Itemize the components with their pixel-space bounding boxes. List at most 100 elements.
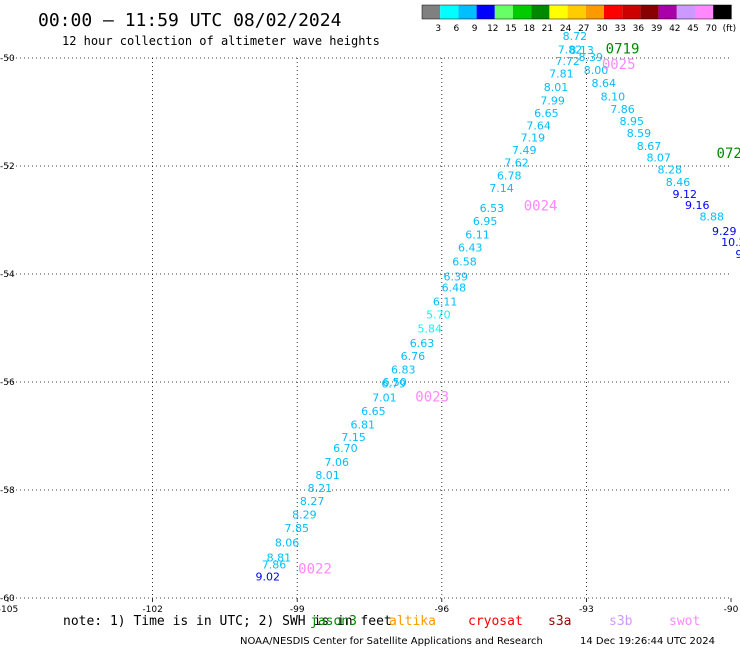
- y-tick-label: -60: [0, 594, 15, 604]
- colorbar-swatch: [676, 5, 695, 19]
- colorbar-label: 33: [614, 24, 625, 34]
- swh-value-label: 8.67: [637, 140, 662, 153]
- swh-points: 9.027.868.818.067.858.298.278.218.017.06…: [256, 30, 740, 584]
- x-tick-label: -99: [290, 605, 305, 615]
- swh-value-label: 8.27: [300, 495, 325, 508]
- satellite-cryosat: cryosat: [468, 614, 523, 629]
- pass-label: 0720: [717, 146, 740, 162]
- colorbar-label: 45: [687, 24, 698, 34]
- x-tick-label: -90: [724, 605, 739, 615]
- swh-value-label: 8.88: [699, 211, 724, 224]
- colorbar-swatch: [476, 5, 495, 19]
- satellite-legend: jason3 altika cryosat s3a s3b swot: [310, 614, 700, 629]
- colorbar-swatch: [549, 5, 568, 19]
- swh-value-label: 7.99: [540, 94, 565, 107]
- swh-value-label: 9.29: [712, 225, 737, 238]
- y-tick-label: -56: [0, 378, 15, 388]
- colorbar-swatch: [494, 5, 513, 19]
- swh-value-label: 6.63: [410, 337, 435, 350]
- colorbar-label: 27: [578, 24, 589, 34]
- colorbar-swatch: [604, 5, 623, 19]
- swh-value-label: 6.53: [480, 202, 505, 215]
- colorbar-legend: 3 6 9 12 15 18 21 24 27 30 33 36 39 42 45 70 (ft): [421, 4, 736, 34]
- swh-value-label: 6.58: [452, 255, 477, 268]
- colorbar-label: 21: [542, 24, 553, 34]
- colorbar-label: 39: [651, 24, 663, 34]
- x-tick-label: -96: [434, 605, 449, 615]
- swh-value-label: 6.11: [465, 228, 490, 241]
- chart-title: 00:00 – 11:59 UTC 08/02/2024: [38, 10, 341, 31]
- grid-lines: [8, 57, 731, 599]
- swh-value-label: 8.21: [308, 482, 333, 495]
- swh-value-label: 8.01: [315, 469, 340, 482]
- swh-value-label: 7.06: [324, 456, 349, 469]
- swh-value-label: 7.14: [489, 182, 514, 195]
- colorbar-swatch: [422, 5, 441, 19]
- colorbar-label: 18: [523, 24, 535, 34]
- swh-value-label: 6.65: [361, 405, 386, 418]
- colorbar-label: 3: [435, 24, 441, 34]
- swh-value-label: 8.07: [646, 152, 671, 165]
- colorbar-swatch: [713, 5, 732, 19]
- colorbar-swatch: [622, 5, 641, 19]
- colorbar-label: 6: [454, 24, 460, 34]
- swh-value-label: 6.81: [351, 418, 376, 431]
- swh-value-label: 7.19: [521, 132, 546, 145]
- footer-note: note: 1) Time is in UTC; 2) SWH is in fe…: [63, 614, 392, 629]
- swh-value-label: 10.2: [721, 236, 740, 249]
- credit-text: NOAA/NESDIS Center for Satellite Applica…: [240, 636, 543, 647]
- swh-value-label: 6.79: [381, 377, 406, 390]
- swh-value-label: 8.28: [658, 164, 683, 177]
- swh-value-label: 8.00: [584, 64, 609, 77]
- swh-value-label: 8.01: [544, 81, 569, 94]
- pass-label: 0022: [298, 562, 332, 578]
- satellite-jason3: jason3: [310, 614, 357, 629]
- colorbar-swatch: [658, 5, 677, 19]
- satellite-swot: swot: [669, 614, 700, 629]
- x-tick-label: -93: [579, 605, 594, 615]
- swh-value-label: 5.84: [418, 322, 443, 335]
- swh-value-label: 8.29: [292, 509, 317, 522]
- colorbar-swatch: [567, 5, 586, 19]
- swh-value-label: 7.49: [512, 144, 537, 157]
- swh-value-label: 8.13: [569, 44, 594, 57]
- swh-value-label: 6.70: [333, 442, 358, 455]
- colorbar-frame: [421, 4, 732, 20]
- swh-value-label: 9.12: [672, 188, 697, 201]
- y-tick-label: -54: [0, 270, 15, 280]
- swh-value-label: 6.78: [497, 170, 522, 183]
- swh-value-label: 8.81: [267, 551, 292, 564]
- colorbar-label: 15: [505, 24, 516, 34]
- satellite-s3b: s3b: [609, 614, 633, 629]
- swh-value-label: 9.02: [256, 571, 281, 584]
- swh-value-label: 8.95: [619, 115, 644, 128]
- colorbar-label: 12: [487, 24, 498, 34]
- satellite-altika: altika: [389, 614, 436, 629]
- swh-value-label: 8.64: [592, 77, 617, 90]
- swh-value-label: 8.72: [563, 30, 588, 43]
- colorbar-swatch: [640, 5, 659, 19]
- swh-value-label: 7.86: [610, 103, 635, 116]
- colorbar-swatch: [531, 5, 550, 19]
- swh-value-label: 6.43: [458, 241, 483, 254]
- y-tick-label: -52: [0, 162, 15, 172]
- swh-value-label: 5.70: [426, 308, 451, 321]
- swh-value-label: 7.72: [555, 55, 580, 68]
- swh-value-label: 9.: [735, 248, 740, 261]
- swh-value-label: 9.16: [685, 199, 710, 212]
- swh-value-label: 6.95: [473, 215, 498, 228]
- colorbar-swatch: [458, 5, 477, 19]
- swh-value-label: 6.76: [401, 350, 426, 363]
- swh-value-label: 6.48: [442, 281, 467, 294]
- x-tick-label: -105: [0, 605, 18, 615]
- x-tick-label: -102: [142, 605, 162, 615]
- colorbar-label: 36: [633, 24, 645, 34]
- swh-value-label: 6.50: [382, 376, 407, 389]
- swh-value-label: 6.11: [433, 295, 458, 308]
- timestamp-text: 14 Dec 19:26:44 UTC 2024: [580, 636, 715, 647]
- swh-value-label: 7.81: [549, 67, 574, 80]
- colorbar-swatch: [440, 5, 459, 19]
- swh-value-label: 8.39: [578, 51, 603, 64]
